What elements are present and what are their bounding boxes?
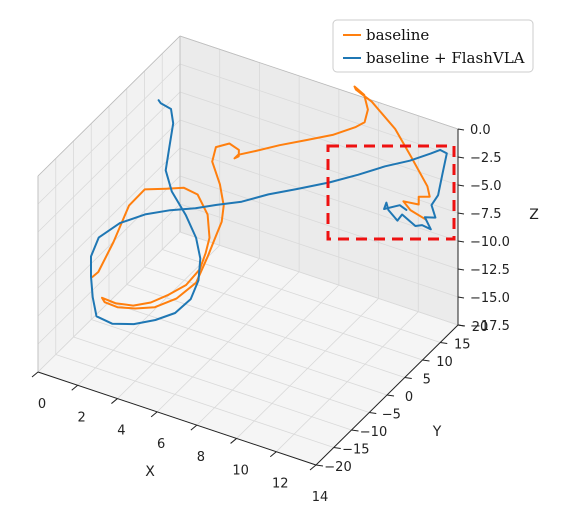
x-tick-label: 4 <box>117 424 125 439</box>
gridline-z-left <box>37 119 181 261</box>
gridline-y-floor <box>162 249 441 343</box>
z-tick-label: −5.0 <box>470 179 502 194</box>
x-tick-mark <box>111 398 118 404</box>
pane-edge <box>37 35 181 177</box>
y-tick-mark <box>315 464 324 467</box>
gridline-z-back <box>179 63 459 158</box>
y-tick-mark <box>386 394 395 397</box>
x-tick-mark <box>230 438 237 444</box>
series-line-baseline <box>91 85 431 310</box>
y-tick-mark <box>351 429 359 432</box>
z-tick-mark <box>457 184 465 187</box>
y-tick-mark <box>440 342 448 344</box>
z-tick-label: −17.5 <box>470 319 510 334</box>
x-tick-label: 2 <box>78 410 86 425</box>
y-tick-label: −10 <box>360 425 387 440</box>
x-tick-label: 10 <box>232 463 249 478</box>
gridline-z-back <box>179 175 459 270</box>
pane-edge <box>179 35 459 130</box>
y-tick-label: 5 <box>423 373 431 388</box>
legend: baseline baseline + FlashVLA <box>332 19 534 73</box>
gridline-y-floor <box>55 354 334 448</box>
y-tick-label: 10 <box>436 355 453 370</box>
z-tick-label: −2.5 <box>470 151 502 166</box>
x-tick-label: 12 <box>272 477 289 492</box>
z-tick-label: −15.0 <box>470 291 510 306</box>
gridline-y-floor <box>73 336 352 431</box>
gridline-z-back <box>179 203 459 298</box>
z-tick-label: −10.0 <box>470 235 510 250</box>
y-tick-mark <box>369 412 377 414</box>
z-tick-mark <box>457 268 465 271</box>
x-tick-mark <box>31 371 39 378</box>
gridline-z-left <box>37 63 181 205</box>
x-tick-label: 0 <box>38 397 46 412</box>
gridline-z-back <box>179 119 459 214</box>
y-tick-label: 20 <box>472 320 489 335</box>
highlight-box <box>326 144 456 241</box>
legend-label-baseline: baseline <box>366 26 429 44</box>
y-tick-mark <box>333 447 341 449</box>
gridline-z-left <box>37 147 181 289</box>
y-tick-label: 0 <box>405 390 413 405</box>
legend-label-flashvla: baseline + FlashVLA <box>366 49 525 67</box>
y-tick-mark <box>422 359 430 362</box>
x-tick-mark <box>309 464 317 471</box>
gridline-z-left <box>37 231 181 373</box>
x-tick-mark <box>71 384 79 391</box>
x-tick-label: 8 <box>197 450 205 465</box>
x-axis-label: X <box>145 464 155 480</box>
z-axis-label: Z <box>529 207 539 223</box>
y-tick-label: −15 <box>342 443 369 458</box>
x-tick-mark <box>190 424 198 431</box>
y-tick-label: 15 <box>454 338 471 353</box>
x-axis-line <box>37 371 317 466</box>
gridline-z-back <box>179 231 459 326</box>
gridline-z-left <box>37 91 181 233</box>
x-tick-label: 14 <box>312 490 329 505</box>
gridline-z-left <box>37 203 181 345</box>
gridline-y-floor <box>108 301 388 396</box>
z-tick-label: 0.0 <box>470 123 491 138</box>
z-tick-mark <box>457 296 465 299</box>
y-axis-label: Y <box>432 424 442 440</box>
z-tick-mark <box>457 156 465 159</box>
gridline-y-floor <box>144 266 423 361</box>
gridline-z-left <box>37 175 181 317</box>
x-tick-mark <box>150 411 158 418</box>
z-tick-mark <box>457 324 465 327</box>
pane-back <box>180 36 458 325</box>
x-tick-label: 6 <box>157 437 165 452</box>
axes-ticks: 02468101214−20−15−10−5051015200.0−2.5−5.… <box>31 123 510 505</box>
z-tick-mark <box>457 212 465 215</box>
series-line-flashvla <box>90 99 448 326</box>
series-group <box>90 85 448 326</box>
z-tick-label: −7.5 <box>470 207 502 222</box>
z-tick-label: −12.5 <box>470 263 510 278</box>
gridline-y-floor <box>91 319 370 413</box>
x-tick-mark <box>269 451 277 458</box>
z-tick-mark <box>457 240 465 243</box>
gridline-z-back <box>179 147 459 242</box>
y-tick-mark <box>404 377 412 379</box>
y-tick-label: −5 <box>382 408 401 423</box>
axes-panes <box>38 36 458 465</box>
y-tick-label: −20 <box>324 460 351 475</box>
z-tick-mark <box>457 128 465 131</box>
